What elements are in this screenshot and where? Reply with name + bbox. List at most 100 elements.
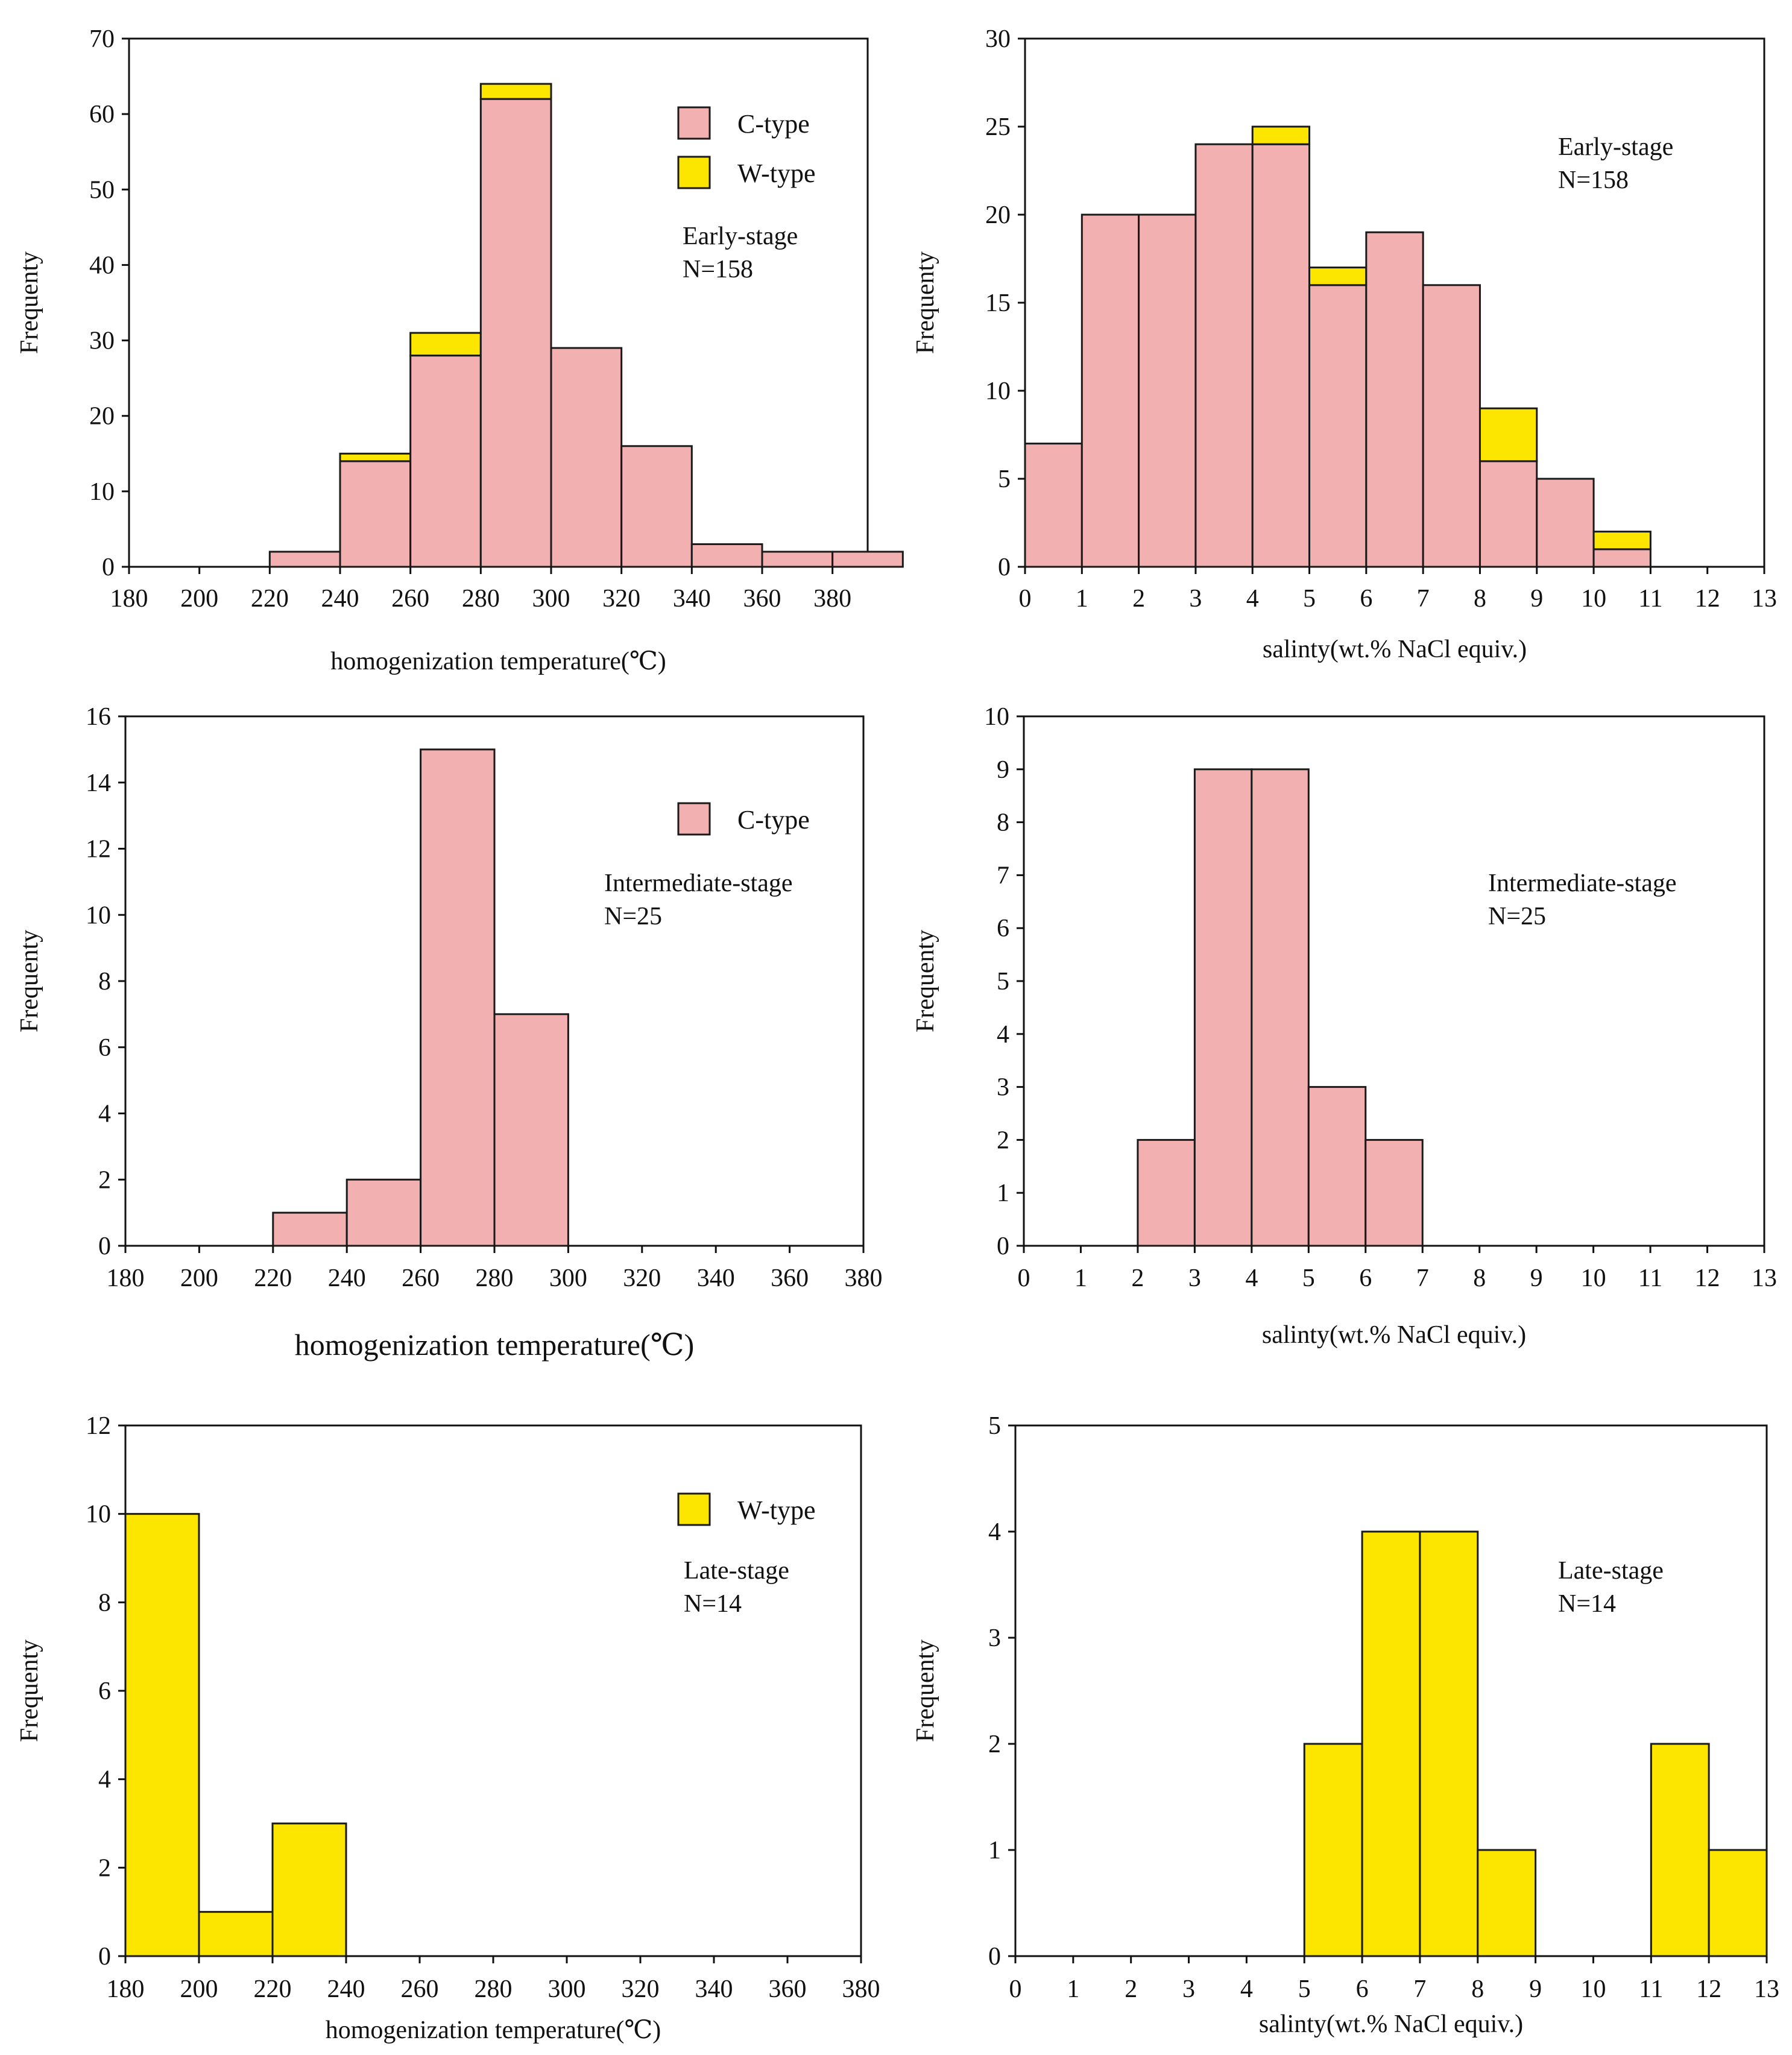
- bar-w-type-280: [479, 83, 552, 100]
- bar-w-type-220: [271, 1822, 347, 1957]
- x-tick-label: 300: [548, 1975, 586, 2003]
- legend-label: W-type: [737, 1495, 816, 1525]
- x-tick-label: 12: [1696, 1975, 1721, 2003]
- x-tick-label: 300: [549, 1264, 587, 1292]
- x-tick-label: 260: [391, 585, 429, 613]
- x-tick-label: 11: [1638, 585, 1662, 613]
- x-tick-label: 6: [1360, 585, 1372, 613]
- x-tick-label: 200: [180, 1975, 218, 2003]
- x-tick-label: 3: [1182, 1975, 1195, 2003]
- x-tick-label: 180: [110, 585, 148, 613]
- y-axis-label: Frequenty: [16, 930, 43, 1032]
- bar-c-type-4: [1251, 143, 1311, 568]
- x-tick-label: 11: [1638, 1264, 1662, 1292]
- x-tick-label: 320: [623, 1264, 661, 1292]
- y-tick-label: 40: [89, 251, 115, 279]
- legend-swatch-w-type: [677, 1492, 711, 1526]
- x-tick-label: 0: [1009, 1975, 1022, 2003]
- x-tick-label: 11: [1639, 1975, 1663, 2003]
- y-tick-label: 3: [988, 1624, 1001, 1652]
- legend-swatch-c-type: [677, 106, 711, 140]
- bar-c-type-1: [1081, 213, 1140, 568]
- x-tick-label: 8: [1473, 1264, 1486, 1292]
- y-tick-label: 2: [988, 1731, 1001, 1758]
- x-tick-label: 9: [1529, 1975, 1542, 2003]
- sample-count-annotation: N=25: [604, 903, 662, 930]
- x-tick-label: 7: [1416, 1264, 1429, 1292]
- y-tick-label: 2: [98, 1166, 111, 1194]
- x-tick-label: 220: [254, 1975, 292, 2003]
- x-axis-label: salinty(wt.% NaCl equiv.): [1262, 1321, 1526, 1349]
- y-tick-label: 10: [985, 377, 1011, 405]
- x-tick-label: 320: [622, 1975, 660, 2003]
- x-tick-label: 1: [1067, 1975, 1079, 2003]
- x-tick-label: 2: [1131, 1264, 1144, 1292]
- bar-w-type-5: [1308, 267, 1368, 286]
- y-tick-label: 4: [98, 1766, 111, 1794]
- y-tick-label: 16: [86, 703, 111, 731]
- bar-c-type-7: [1422, 284, 1481, 568]
- y-tick-label: 0: [997, 1233, 1009, 1260]
- bar-w-type-4: [1251, 125, 1311, 145]
- y-tick-label: 8: [98, 968, 111, 996]
- y-tick-label: 1: [988, 1837, 1001, 1864]
- bar-c-type-260: [409, 355, 482, 568]
- x-tick-label: 200: [180, 1264, 218, 1292]
- x-tick-label: 340: [695, 1975, 733, 2003]
- bar-w-type-5: [1303, 1743, 1363, 1957]
- x-tick-label: 13: [1754, 1975, 1779, 2003]
- x-tick-label: 380: [845, 1264, 883, 1292]
- y-tick-label: 60: [89, 101, 115, 128]
- y-tick-label: 1: [997, 1179, 1009, 1207]
- stage-annotation: Intermediate-stage: [604, 870, 793, 897]
- stage-annotation: Late-stage: [1558, 1557, 1664, 1585]
- x-tick-label: 220: [251, 585, 289, 613]
- bar-w-type-10: [1592, 531, 1652, 551]
- y-tick-label: 8: [997, 809, 1009, 837]
- x-tick-label: 280: [476, 1264, 514, 1292]
- stage-annotation: Early-stage: [1558, 133, 1673, 161]
- x-tick-label: 320: [602, 585, 640, 613]
- bar-w-type-8: [1477, 1849, 1537, 1957]
- early-temperature-panel: 0 10 20 30 40 50 60 70 180 200 220 240 260 280 300 320 3…: [16, 25, 904, 675]
- y-tick-label: 70: [89, 25, 115, 53]
- x-axis-label: homogenization temperature(℃): [295, 1328, 695, 1362]
- sample-count-annotation: N=14: [684, 1590, 742, 1618]
- sample-count-annotation: N=158: [1558, 166, 1629, 194]
- sample-count-annotation: N=25: [1488, 903, 1546, 930]
- x-tick-label: 240: [327, 1975, 365, 2003]
- late-temperature-panel: 0 2 4 6 8 10 12 180 200 220 240 260 280 300 320 340 360 3…: [16, 1412, 880, 2044]
- y-tick-label: 5: [988, 1412, 1001, 1440]
- x-tick-label: 7: [1413, 1975, 1426, 2003]
- legend-swatch-c-type: [677, 802, 711, 836]
- x-tick-label: 280: [475, 1975, 513, 2003]
- y-tick-label: 5: [997, 968, 1009, 996]
- x-tick-label: 5: [1302, 1264, 1315, 1292]
- y-tick-label: 20: [985, 201, 1011, 229]
- x-tick-label: 4: [1240, 1975, 1253, 2003]
- bar-c-type-3: [1193, 768, 1253, 1247]
- x-tick-label: 3: [1188, 1264, 1201, 1292]
- bar-c-type-220: [272, 1211, 348, 1247]
- bar-c-type-5: [1308, 284, 1368, 568]
- x-tick-label: 13: [1752, 585, 1777, 613]
- legend-swatch-w-type: [677, 156, 711, 189]
- x-tick-label: 8: [1474, 585, 1486, 613]
- y-tick-label: 8: [98, 1589, 111, 1617]
- y-tick-label: 20: [89, 403, 115, 431]
- legend-label: C-type: [737, 109, 810, 139]
- x-tick-label: 2: [1125, 1975, 1137, 2003]
- bar-c-type-4: [1251, 768, 1310, 1247]
- x-tick-label: 5: [1298, 1975, 1311, 2003]
- y-tick-label: 0: [988, 1943, 1001, 1971]
- y-tick-label: 12: [86, 836, 111, 863]
- y-tick-label: 0: [98, 1943, 111, 1971]
- bar-c-type-260: [420, 748, 496, 1247]
- y-tick-label: 5: [998, 466, 1011, 493]
- bar-w-type-7: [1419, 1530, 1479, 1957]
- y-tick-label: 50: [89, 176, 115, 204]
- x-tick-label: 360: [743, 585, 781, 613]
